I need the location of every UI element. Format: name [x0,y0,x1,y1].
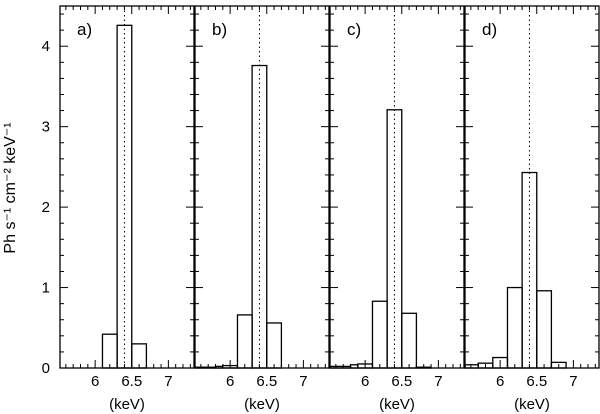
histogram-bar [386,109,403,369]
plot-frame [329,5,465,369]
plot-frame [194,5,330,369]
panel-label: a) [77,20,92,39]
x-tick-label: 7 [569,373,577,390]
x-tick-label: 7 [434,373,442,390]
x-tick-label: 6.5 [526,373,547,390]
y-tick-label: 2 [42,199,50,216]
panel-1: 6 6.5 7 0 1 2 3 4 a) (keV) [42,5,195,413]
panel-4: 6 6.5 7 d) (keV) [464,5,600,413]
y-tick-label: 1 [42,280,50,297]
histogram-bar [506,286,523,369]
y-tick-label: 3 [42,119,50,136]
x-tick-label: 6 [91,373,99,390]
x-tick-label: 7 [164,373,172,390]
histogram-bar [401,312,418,369]
y-axis-label: Ph s⁻¹ cm⁻² keV⁻¹ [2,122,19,253]
histogram-bar [371,300,388,369]
histogram-bar [521,171,538,369]
panel-label: b) [212,20,227,39]
x-tick-label: 7 [299,373,307,390]
x-tick-label: 6 [496,373,504,390]
plot-frame [464,5,600,369]
x-axis-label: (keV) [379,396,415,413]
x-tick-label: 6.5 [256,373,277,390]
x-axis-label: (keV) [244,396,280,413]
x-tick-label: 6 [361,373,369,390]
plot-frame [59,5,195,369]
histogram-bar [266,322,283,369]
panel-2: 6 6.5 7 b) (keV) [194,5,330,413]
y-tick-label: 4 [42,38,50,55]
histogram-bar [101,333,118,369]
panel-label: c) [347,20,361,39]
x-tick-label: 6.5 [391,373,412,390]
x-axis-label: (keV) [514,396,550,413]
y-tick-label: 0 [42,360,50,377]
histogram-bar [236,314,253,369]
x-axis-label: (keV) [109,396,145,413]
x-tick-label: 6 [226,373,234,390]
panels: 6 6.5 7 0 1 2 3 4 a) (keV) 6 6.5 7 b) (keV) 6 6.5 7 c) (keV… [42,5,600,413]
panel-3: 6 6.5 7 c) (keV) [329,5,465,413]
panel-label: d) [482,20,497,39]
x-tick-label: 6.5 [121,373,142,390]
histogram-bar [536,290,553,369]
